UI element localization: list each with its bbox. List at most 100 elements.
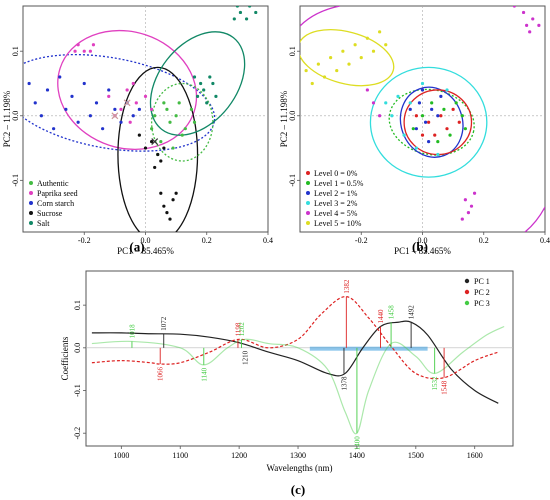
peak-label-11: 1458 [388,305,396,320]
panel-a-label: (a) [129,239,144,254]
x-axis-label: Wavelengths (nm) [266,463,332,473]
legend-label-1: Level 1 = 0.5% [314,179,364,188]
confidence-arc-top-left [300,6,341,27]
peak-label-10: 1440 [377,309,385,324]
x-tick-label-0: -0.2 [355,236,368,245]
data-point-4-11 [469,204,474,208]
x-tick-label-3: 1300 [290,451,306,460]
peak-label-9: 1400 [353,436,361,451]
data-point-1-9 [119,107,123,111]
data-point-1-7 [134,101,138,105]
legend-label-4: Salt [37,219,50,228]
y-tick-label-0: -0.1 [11,174,20,187]
data-point-3-5 [420,81,425,86]
data-point-0-1 [159,140,163,144]
data-point-5-12 [378,30,382,34]
data-point-3-8 [162,146,166,150]
plot-area [300,6,545,232]
data-point-4-4 [537,23,541,27]
data-point-4-5 [512,6,516,8]
data-point-4-2 [244,17,249,21]
data-point-0-6 [153,114,157,118]
x-tick-label-0: -0.2 [78,236,91,245]
data-point-3-0 [159,191,163,195]
legend-label-2: Corn starch [37,199,74,208]
legend-swatch-3 [306,201,310,205]
confidence-ellipse-1 [369,66,488,178]
data-point-2-7 [439,94,443,98]
data-point-2-15 [119,120,123,124]
plot-frame [85,270,514,447]
y-tick-label-1: 0.0 [11,111,20,121]
y-axis-label: PC2 – 11.198% [2,90,12,147]
confidence-ellipse-1 [57,29,198,150]
data-point-2-1 [417,101,422,105]
data-point-5-0 [304,68,308,73]
legend-swatch-3 [29,211,33,215]
data-point-2-11 [94,101,99,105]
data-point-2-9 [82,81,86,86]
data-point-2-6 [64,107,68,111]
data-point-4-3 [248,6,252,8]
data-point-0-7 [420,133,425,137]
legend-label-0: Authentic [37,179,69,188]
confidence-ellipse-4 [149,31,246,136]
data-point-5-9 [359,56,363,60]
data-point-0-7 [162,101,166,105]
data-point-0-5 [189,107,194,111]
legend-swatch-2 [464,300,470,306]
x-tick-label-2: 1200 [231,451,247,460]
data-point-2-4 [436,114,440,118]
data-point-3-3 [408,101,412,105]
legend-swatch-4 [306,211,310,215]
x-axis-label: PC1 – 85.465% [394,246,451,256]
data-point-5-5 [335,68,339,73]
data-point-4-7 [365,88,369,92]
peak-label-14: 1548 [441,380,449,395]
data-point-2-3 [430,107,434,111]
x-tick-label-0: 1000 [113,451,129,460]
data-point-5-1 [310,81,314,86]
peak-label-13: 1532 [431,376,439,391]
data-point-2-1 [33,101,37,105]
data-point-1-4 [73,49,77,53]
data-point-4-1 [525,23,529,27]
legend-label-2: Level 2 = 1% [314,189,358,198]
data-point-4-5 [232,17,236,21]
data-point-5-10 [365,36,369,40]
y-axis-label: Coefficients [60,336,70,380]
centroid-marker-2 [151,138,159,146]
data-point-5-4 [329,56,333,60]
data-point-2-13 [107,88,111,92]
data-point-4-10 [466,211,471,215]
legend-swatch-1 [29,191,33,195]
data-point-0-0 [427,120,431,124]
data-point-5-6 [341,49,345,53]
data-point-1-11 [150,107,154,111]
x-tick-label-3: 0.4 [263,236,273,245]
data-point-2-0 [408,107,412,111]
data-point-2-8 [76,120,80,124]
x-tick-label-2: 0.2 [202,236,212,245]
x-tick-label-6: 1600 [467,451,483,460]
peak-label-0: 1018 [128,324,136,339]
data-point-3-9 [153,165,157,170]
confidence-ellipse-2 [117,66,199,232]
legend-swatch-1 [464,289,470,295]
confidence-ellipse-0 [300,29,395,87]
data-point-1-6 [125,88,129,92]
data-point-2-10 [88,114,92,118]
data-point-1-13 [131,81,135,86]
x-tick-label-4: 1400 [349,451,365,460]
data-point-4-4 [254,10,258,15]
data-point-1-10 [128,120,132,124]
peak-label-4: 1198 [234,322,242,336]
data-point-0-8 [171,146,175,150]
peak-label-6: 1210 [242,350,250,365]
data-point-1-4 [448,133,452,137]
panel-a-scatter: -0.2 0.0 0.2 0.4 -0.1 0.0 0.1 PC1 – 85.465% PC2 … [2,5,273,256]
data-point-0-1 [433,133,437,137]
data-point-1-1 [430,101,434,105]
data-point-5-3 [322,75,327,79]
data-point-4-12 [460,217,464,221]
